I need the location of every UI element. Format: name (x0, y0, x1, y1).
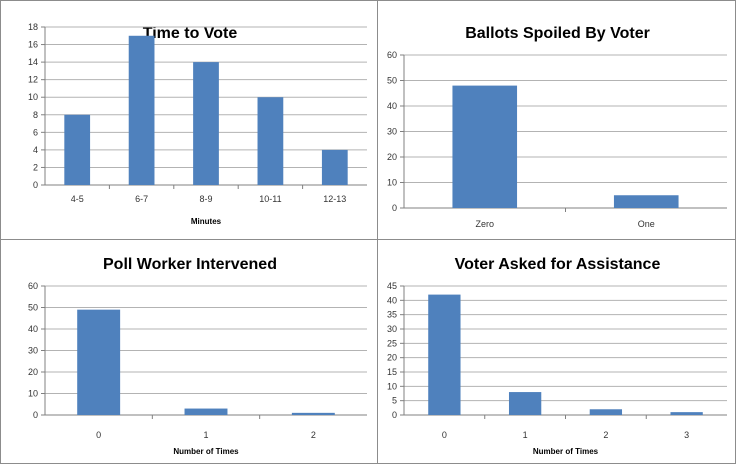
y-tick-label: 60 (28, 281, 38, 291)
y-tick-label: 30 (387, 127, 397, 137)
y-tick-label: 5 (392, 396, 397, 406)
x-tick-label: 6-7 (135, 194, 148, 204)
chart-time-to-vote: Time to Vote 0 2 4 6 8 10 12 14 16 18 4-5 6-7 8-9 10-1… (0, 0, 378, 240)
y-tick-label: 2 (33, 162, 38, 172)
y-tick-label: 6 (33, 127, 38, 137)
y-tick-label: 45 (387, 281, 397, 291)
chart-title: Ballots Spoiled By Voter (465, 25, 650, 42)
y-tick-label: 0 (33, 410, 38, 420)
y-tick-label: 40 (28, 324, 38, 334)
chart-title: Time to Vote (143, 25, 238, 42)
chart-ballots-spoiled: Ballots Spoiled By Voter 0 10 20 30 40 50 60 Zer… (377, 0, 736, 240)
bar (77, 309, 121, 415)
x-tick-label: Zero (475, 219, 494, 229)
y-tick-label: 8 (33, 110, 38, 120)
bar (184, 408, 228, 415)
bar (193, 62, 219, 185)
x-tick-label: 0 (96, 430, 101, 440)
x-tick-label: 10-11 (259, 194, 281, 204)
y-tick-label: 15 (387, 367, 397, 377)
y-tick-label: 0 (392, 203, 397, 213)
y-tick-label: 12 (28, 75, 38, 85)
x-tick-label: 12-13 (323, 194, 346, 204)
y-tick-label: 20 (387, 353, 397, 363)
bar (670, 412, 703, 415)
y-tick-label: 14 (28, 57, 38, 67)
y-tick-label: 10 (28, 389, 38, 399)
chart-poll-worker-intervened: Poll Worker Intervened 0 10 20 30 40 50 60 0 1 2 Nu… (0, 239, 378, 464)
bar (613, 195, 679, 208)
y-tick-label: 40 (387, 101, 397, 111)
y-tick-label: 10 (28, 92, 38, 102)
x-axis-label: Number of Times (533, 447, 599, 456)
y-tick-label: 50 (28, 303, 38, 313)
chart-svg: Ballots Spoiled By Voter 0 10 20 30 40 50 60 Zer… (387, 25, 727, 229)
bar (291, 412, 335, 415)
y-tick-label: 60 (387, 50, 397, 60)
bar (508, 392, 542, 415)
x-tick-label: 3 (684, 430, 689, 440)
y-tick-label: 30 (28, 346, 38, 356)
x-axis-label: Number of Times (173, 447, 239, 456)
x-tick-label: 8-9 (199, 194, 212, 204)
y-tick-label: 25 (387, 338, 397, 348)
bar (64, 114, 91, 185)
y-tick-label: 16 (28, 40, 38, 50)
y-tick-label: 50 (387, 76, 397, 86)
y-tick-label: 10 (387, 381, 397, 391)
y-tick-label: 18 (28, 22, 38, 32)
y-tick-label: 10 (387, 178, 397, 188)
y-tick-label: 4 (33, 145, 38, 155)
bar (128, 35, 155, 186)
bar (589, 409, 623, 415)
y-tick-label: 40 (387, 295, 397, 305)
chart-title: Poll Worker Intervened (103, 256, 277, 273)
chart-svg: Time to Vote 0 2 4 6 8 10 12 14 16 18 4-5 6-7 8-9 10-1… (28, 22, 367, 226)
y-tick-label: 0 (33, 180, 38, 190)
chart-title: Voter Asked for Assistance (455, 256, 661, 273)
y-tick-label: 30 (387, 324, 397, 334)
x-tick-label: 2 (603, 430, 608, 440)
x-tick-label: 4-5 (71, 194, 84, 204)
y-tick-label: 20 (28, 367, 38, 377)
x-tick-label: 1 (203, 430, 208, 440)
chart-voter-asked-assistance: Voter Asked for Assistance 0 5 10 15 20 25 30 35… (377, 239, 736, 464)
y-tick-label: 0 (392, 410, 397, 420)
bar (428, 294, 461, 415)
bar (257, 97, 284, 185)
x-tick-label: 2 (311, 430, 316, 440)
bar (452, 85, 518, 208)
chart-svg: Voter Asked for Assistance05101520253035… (387, 256, 727, 456)
x-tick-label: 0 (442, 430, 447, 440)
chart-svg: Poll Worker Intervened 0 10 20 30 40 50 60 0 1 2 Nu… (28, 256, 367, 456)
x-tick-label: 1 (523, 430, 528, 440)
bar (321, 149, 348, 185)
y-tick-label: 35 (387, 310, 397, 320)
x-tick-label: One (638, 219, 655, 229)
y-tick-label: 20 (387, 152, 397, 162)
x-axis-label: Minutes (191, 217, 222, 226)
